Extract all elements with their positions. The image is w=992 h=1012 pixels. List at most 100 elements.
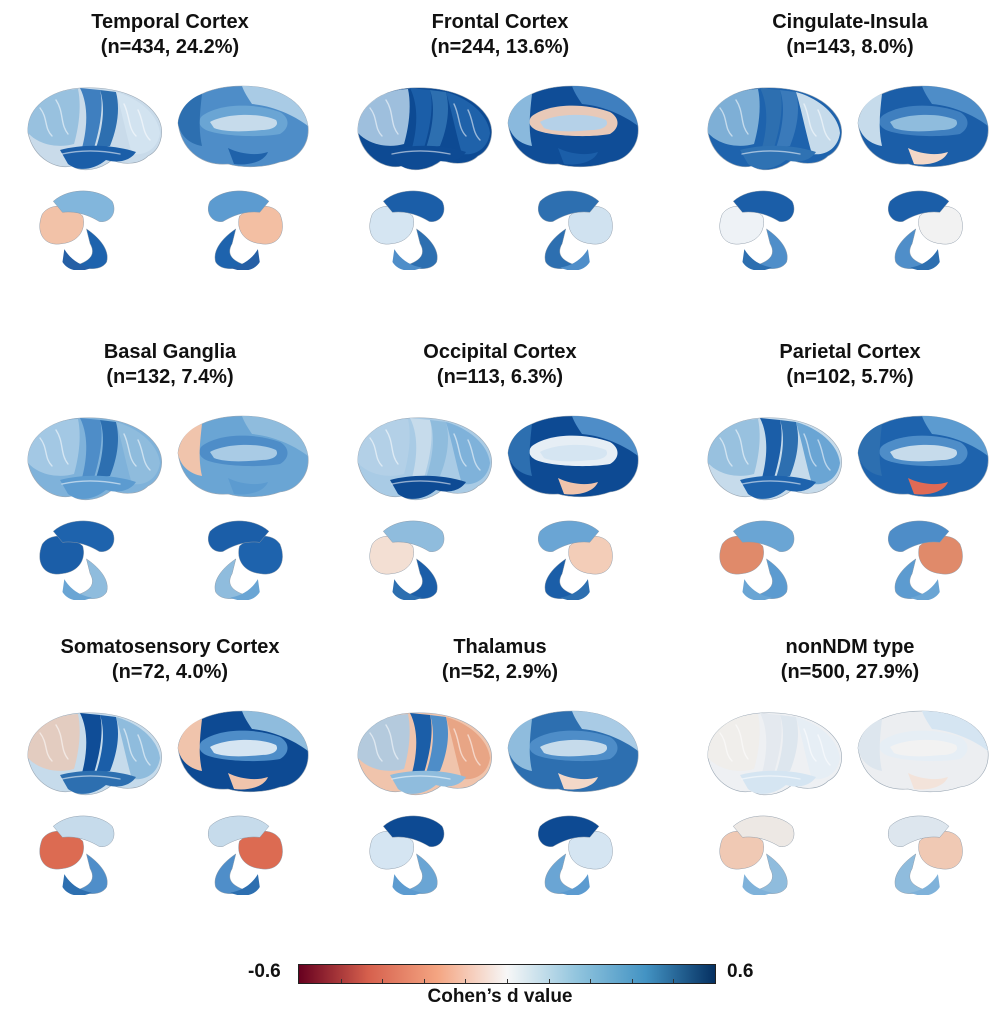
caudate <box>207 520 270 552</box>
brain-map <box>357 710 639 895</box>
corpus-callosum <box>890 739 958 757</box>
lateral-region <box>426 420 448 478</box>
lateral-region <box>96 420 118 478</box>
lateral-region <box>410 713 432 773</box>
sulcus-line <box>39 732 53 762</box>
brain-panel: Thalamus (n=52, 2.9%) <box>350 625 650 925</box>
brain-map <box>27 710 309 895</box>
sulcus-line <box>803 103 817 137</box>
subcortex-left-view <box>39 815 115 895</box>
subcortical-group <box>887 190 963 270</box>
amygdala <box>560 579 590 600</box>
brain-map <box>27 85 309 270</box>
cortex-medial-view <box>177 85 309 168</box>
lateral-region <box>776 715 798 773</box>
cortex-medial-view <box>177 415 309 498</box>
amygdala <box>62 579 92 600</box>
amygdala <box>230 249 260 270</box>
colorbar-tick <box>673 979 675 983</box>
sulcus-line <box>467 109 481 141</box>
hippocampus <box>754 558 788 599</box>
subcortex-left-view <box>719 190 795 270</box>
subcortical-group <box>537 520 613 600</box>
sulcus-line <box>391 150 451 155</box>
lateral-region <box>80 713 102 773</box>
sulcus-line <box>385 724 399 760</box>
cortex-lateral-view <box>27 712 162 796</box>
caudate <box>732 520 795 552</box>
subcortex-left-view <box>369 190 445 270</box>
amygdala <box>560 249 590 270</box>
medial-region <box>858 719 882 771</box>
medial-region <box>558 773 598 790</box>
amygdala <box>62 874 92 895</box>
sulcus-line <box>391 480 451 485</box>
hippocampus <box>894 558 928 599</box>
medial-region <box>228 773 268 790</box>
sulcus-line <box>39 107 53 137</box>
corpus-callosum <box>890 444 958 462</box>
subcortical-group <box>719 190 795 270</box>
sulcus-line <box>137 734 151 766</box>
subcortical-group <box>369 815 445 895</box>
subcortex-right-view <box>207 815 283 895</box>
amygdala <box>392 249 422 270</box>
sulcus-line <box>735 429 749 465</box>
panel-subtitle: (n=113, 6.3%) <box>436 366 564 388</box>
caudate <box>537 190 600 222</box>
cortex-lateral-view <box>357 417 492 501</box>
hippocampus <box>544 853 578 894</box>
sulcus-line <box>803 728 817 762</box>
caudate <box>382 815 445 847</box>
subcortex-right-view <box>887 520 963 600</box>
lateral-region <box>707 714 760 771</box>
panel-title: Thalamus <box>453 636 547 658</box>
lateral-region <box>760 88 782 148</box>
cortex-lateral-view <box>357 87 492 171</box>
lateral-region <box>410 418 432 478</box>
medial-region <box>908 478 948 495</box>
corpus-callosum <box>540 739 608 757</box>
corpus-callosum <box>540 444 608 462</box>
caudate <box>887 190 950 222</box>
caudate <box>52 520 115 552</box>
caudate <box>207 190 270 222</box>
medial-region <box>558 148 598 165</box>
colorbar-min-label: -0.6 <box>248 961 281 982</box>
brain-panel: Basal Ganglia (n=132, 7.4%) <box>20 330 320 630</box>
sulcus-line <box>453 433 467 467</box>
corpus-callosum <box>540 114 608 132</box>
brain-panel: Cingulate-Insula (n=143, 8.0%) <box>700 0 992 300</box>
medial-region <box>572 711 638 751</box>
panel-title: Basal Ganglia <box>103 341 237 363</box>
amygdala <box>910 874 940 895</box>
colorbar-tick <box>340 979 342 983</box>
hippocampus <box>214 853 248 894</box>
sulcus-line <box>735 724 749 760</box>
medial-region <box>242 711 308 751</box>
cortex-lateral-view <box>27 87 162 171</box>
lateral-region <box>80 418 102 478</box>
caudate <box>537 520 600 552</box>
sulcus-line <box>741 150 801 155</box>
hippocampus <box>74 228 108 269</box>
lateral-region <box>410 88 432 148</box>
amygdala <box>910 579 940 600</box>
medial-region <box>572 416 638 456</box>
cortex-medial-view <box>177 710 309 793</box>
cortex-lateral-view <box>707 712 842 796</box>
sulcus-line <box>55 99 69 135</box>
sulcus-line <box>61 775 121 780</box>
hippocampus <box>404 558 438 599</box>
lateral-region <box>357 89 410 146</box>
cortex-medial-view <box>857 710 989 793</box>
brain-panel: Frontal Cortex (n=244, 13.6%) <box>350 0 650 300</box>
subcortical-group <box>369 190 445 270</box>
sulcus-line <box>385 99 399 135</box>
hippocampus <box>754 228 788 269</box>
sulcus-line <box>803 433 817 467</box>
sulcus-line <box>817 109 831 141</box>
lateral-region <box>776 90 798 148</box>
amygdala <box>742 874 772 895</box>
panel-title: Frontal Cortex <box>431 11 569 33</box>
